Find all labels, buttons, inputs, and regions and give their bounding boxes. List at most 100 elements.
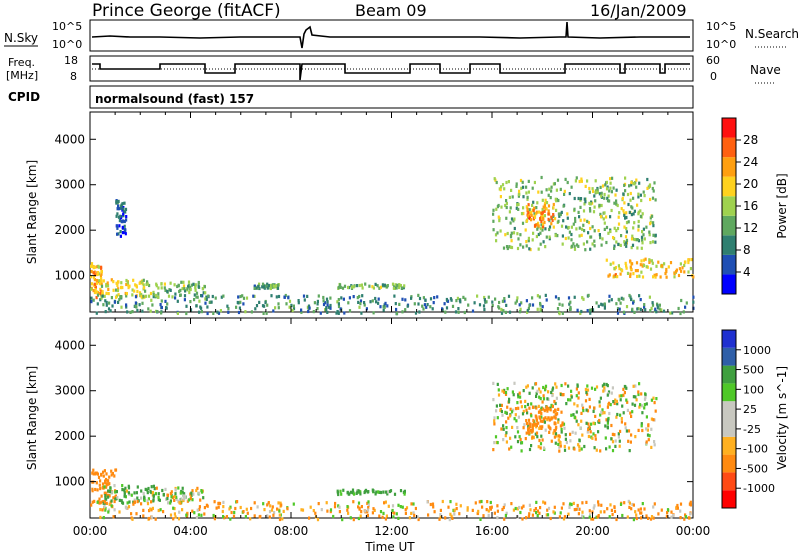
data-cell [619,502,623,506]
data-cell [408,516,411,520]
data-cell [599,396,602,400]
data-cell [541,213,544,217]
data-cell [610,190,613,194]
data-cell [654,307,657,311]
data-cell [638,294,641,298]
data-cell [261,285,264,289]
colorbar-tick-label: -25 [743,423,761,436]
data-cell [520,212,524,216]
data-cell [142,491,145,496]
data-cell [687,270,690,274]
data-cell [241,294,244,298]
data-cell [531,513,534,517]
data-cell [244,310,247,314]
data-cell [583,229,586,233]
data-cell [583,202,586,206]
data-cell [540,223,543,227]
data-cell [410,502,413,506]
data-cell [104,506,107,510]
data-cell [474,501,477,505]
colorbar-tick-label: 1000 [743,344,771,357]
data-cell [213,500,216,504]
data-cell [612,400,615,404]
data-cell [483,298,486,302]
data-cell [122,207,125,211]
data-cell [325,501,328,505]
data-cell [337,504,340,508]
data-cell [522,211,525,216]
data-cell [540,211,543,216]
data-cell [105,485,108,489]
nsky-tick-top: 10^5 [52,20,82,33]
data-cell [130,493,133,497]
data-cell [622,393,625,397]
data-cell [507,294,511,298]
data-cell [316,299,319,303]
data-cell [96,290,99,294]
data-cell [358,283,361,288]
data-cell [569,300,572,304]
data-cell [610,508,613,512]
data-cell [140,292,143,297]
data-cell [615,517,618,522]
data-cell [545,405,548,409]
data-cell [590,422,593,426]
data-cell [188,498,191,502]
data-cell [234,506,237,511]
data-cell [641,275,645,279]
power-colorbar-label: Power [dB] [775,173,789,238]
data-cell [496,516,499,520]
data-cell [641,212,644,216]
data-cell [581,433,584,437]
data-cell [603,192,606,197]
data-cell [527,424,530,428]
data-cell [527,203,530,207]
data-cell [193,511,196,515]
data-cell [683,263,686,268]
data-cell [103,485,106,489]
data-cell [531,426,534,430]
data-cell [365,307,368,311]
data-cell [650,306,653,310]
data-cell [326,509,329,513]
data-cell [379,285,382,289]
nsky-panel [89,19,694,52]
data-cell [167,501,170,505]
data-cell [622,297,625,301]
data-cell [122,212,125,216]
data-cell [363,303,366,307]
data-cell [104,496,107,500]
data-cell [387,504,390,508]
data-cell [378,490,381,494]
data-cell [439,513,442,517]
data-cell [544,388,547,392]
data-cell [516,507,519,511]
data-cell [552,214,555,218]
data-cell [528,247,531,251]
data-cell [106,493,109,497]
data-cell [119,214,122,218]
data-cell [452,508,455,512]
data-cell [648,258,651,262]
data-cell [112,280,115,284]
data-cell [239,300,242,304]
data-cell [123,201,126,205]
data-cell [505,440,508,444]
data-cell [622,411,625,415]
data-cell [592,517,595,521]
data-cell [227,307,230,311]
data-cell [95,311,98,315]
data-cell [359,492,362,496]
data-cell [584,387,587,392]
data-cell [582,297,585,301]
data-cell [187,280,191,284]
data-cell [450,514,453,518]
nave-tick-bottom: 0 [710,70,717,83]
data-cell [309,505,312,509]
data-cell [104,299,107,303]
data-cell [570,395,573,399]
data-cell [379,510,383,514]
data-cell [399,284,402,288]
data-cell [609,403,612,407]
data-cell [199,498,202,502]
